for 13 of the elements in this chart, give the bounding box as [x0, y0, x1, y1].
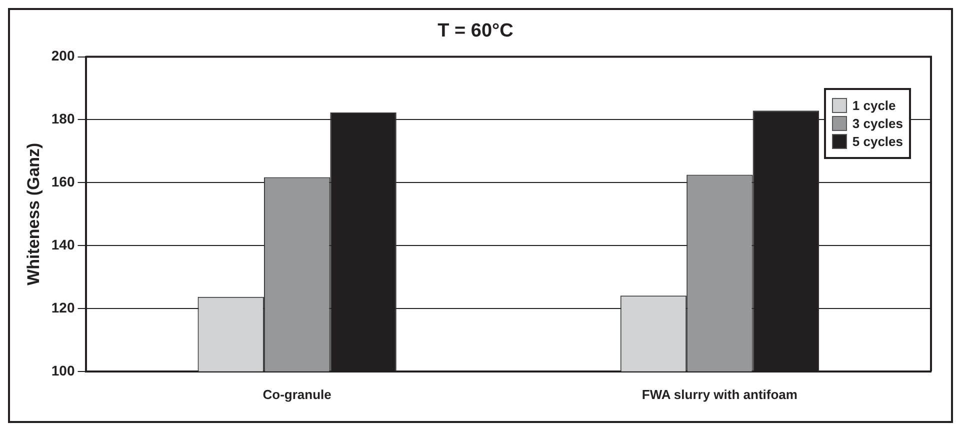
legend-label: 5 cycles	[852, 134, 903, 149]
y-tick-label: 160	[51, 174, 75, 190]
x-tick-label: FWA slurry with antifoam	[642, 386, 798, 402]
y-tick-label: 180	[51, 110, 75, 127]
chart-title: T = 60°C	[438, 20, 514, 42]
y-tick-label: 140	[51, 236, 75, 252]
legend-label: 1 cycle	[852, 98, 896, 113]
y-tick-label: 100	[51, 362, 75, 378]
legend-label: 3 cycles	[852, 116, 903, 131]
y-axis-title: Whiteness (Ganz)	[24, 142, 43, 286]
x-tick-label: Co-granule	[262, 386, 332, 402]
y-tick-label: 120	[51, 299, 75, 316]
y-tick-label: 200	[51, 48, 75, 64]
